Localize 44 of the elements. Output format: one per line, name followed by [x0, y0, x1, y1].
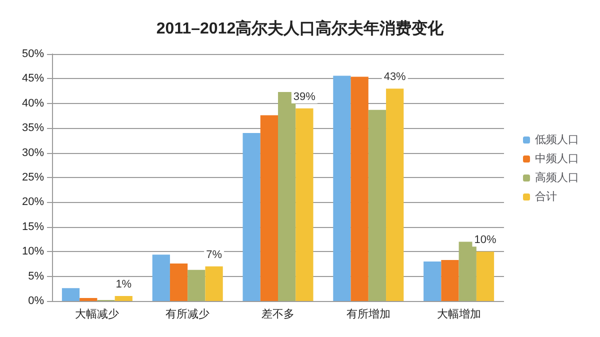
- bar: [80, 298, 98, 301]
- chart-title: 2011–2012高尔夫人口高尔夫年消费变化: [156, 18, 445, 38]
- legend-label: 合计: [535, 190, 557, 203]
- bar: [114, 296, 132, 301]
- bar: [62, 288, 80, 301]
- bar: [242, 133, 260, 301]
- y-tick-label: 40%: [22, 97, 44, 110]
- y-tick-label: 15%: [22, 220, 44, 233]
- bar: [458, 242, 476, 301]
- y-tick-label: 50%: [22, 48, 44, 60]
- data-label: 43%: [384, 71, 406, 84]
- y-tick-label: 0%: [28, 295, 44, 307]
- data-label: 10%: [474, 234, 496, 246]
- bar: [368, 110, 386, 301]
- bar: [476, 252, 494, 301]
- y-tick-label: 20%: [22, 196, 44, 208]
- y-tick-label: 35%: [22, 122, 44, 134]
- bar: [386, 88, 404, 301]
- bar: [205, 266, 223, 301]
- data-label: 7%: [206, 248, 222, 261]
- bar: [296, 108, 314, 301]
- bar: [333, 76, 351, 301]
- x-tick-label: 有所减少: [166, 308, 210, 320]
- y-tick-label: 30%: [22, 146, 44, 159]
- data-label: 1%: [116, 278, 132, 291]
- legend-label: 低频人口: [535, 134, 579, 146]
- y-tick-label: 10%: [22, 246, 44, 258]
- x-tick-label: 大幅增加: [436, 308, 481, 320]
- legend-label: 中频人口: [535, 152, 579, 165]
- y-tick-label: 45%: [22, 72, 44, 85]
- data-label: 39%: [293, 90, 316, 103]
- bar: [424, 261, 442, 301]
- bar: [152, 254, 170, 301]
- bar: [260, 115, 278, 301]
- bar: [350, 76, 368, 301]
- x-tick-label: 差不多: [262, 308, 294, 320]
- bar: [188, 270, 206, 301]
- bar: [441, 260, 459, 301]
- y-tick-label: 25%: [22, 172, 44, 184]
- x-tick-label: 大幅减少: [75, 308, 120, 320]
- y-tick-label: 5%: [28, 270, 44, 282]
- legend-label: 高频人口: [535, 171, 579, 184]
- x-tick-label: 有所增加: [346, 308, 390, 320]
- bar: [170, 263, 188, 301]
